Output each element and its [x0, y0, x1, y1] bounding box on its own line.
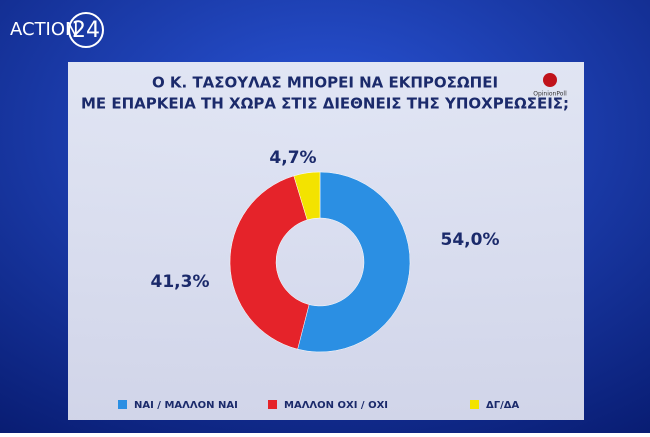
value-label: 4,7%	[269, 148, 316, 168]
legend-swatch	[268, 400, 277, 409]
channel-name: ACTION	[10, 19, 79, 40]
donut-slice	[297, 171, 411, 353]
poll-logo: OpinionPoll	[533, 91, 567, 98]
poll-logo-icon	[543, 73, 557, 87]
panel	[68, 62, 584, 420]
donut-slice	[293, 171, 321, 221]
chart-title: Ο Κ. ΤΑΣΟΥΛΑΣ ΜΠΟΡΕΙ ΝΑ ΕΚΠΡΟΣΩΠΕΙ	[152, 74, 498, 92]
channel-ring	[68, 12, 104, 48]
legend-label: ΝΑΙ / ΜΑΛΛΟΝ ΝΑΙ	[134, 400, 238, 411]
legend-label: ΜΑΛΛΟΝ ΟΧΙ / ΟΧΙ	[284, 400, 388, 411]
chart-title: ΜΕ ΕΠΑΡΚΕΙΑ ΤΗ ΧΩΡΑ ΣΤΙΣ ΔΙΕΘΝΕΙΣ ΤΗΣ ΥΠ…	[81, 95, 569, 113]
legend-swatch	[470, 400, 479, 409]
value-label: 41,3%	[151, 272, 210, 292]
legend-label: ΔΓ/ΔΑ	[486, 400, 520, 411]
value-label: 54,0%	[441, 230, 500, 250]
legend-swatch	[118, 400, 127, 409]
channel-number: 24	[72, 18, 100, 43]
donut-slice	[229, 175, 310, 350]
